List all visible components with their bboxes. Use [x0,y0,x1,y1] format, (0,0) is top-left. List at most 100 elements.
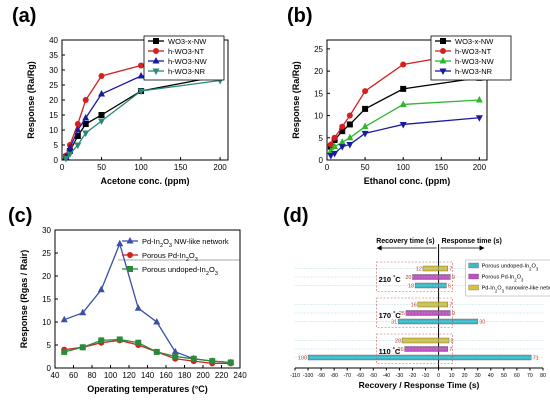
legend-entry: h-WO3-NW [455,57,495,66]
x-tick-label: -60 [357,373,365,379]
y-tick-label: 20 [42,272,51,281]
data-point [153,318,161,325]
y-tick-label: 15 [42,295,51,304]
data-point [74,126,82,133]
x-axis-label: Acetone conc. (ppm) [100,176,189,186]
recovery-label: Recovery time (s) [376,238,434,245]
data-point [361,130,369,138]
x-tick-label: 60 [514,373,520,379]
data-point [327,153,335,160]
y-tick-label: 10 [42,318,51,327]
x-tick-label: 150 [174,163,188,172]
data-point [66,151,74,158]
data-point [116,336,123,343]
legend-marker [152,68,160,75]
data-point [60,315,68,323]
legend-swatch [468,273,479,280]
legend-entry: Pd-In2O3 nanowire-like network [482,286,550,294]
legend-marker [126,237,134,244]
series-line [64,338,231,364]
data-point [134,304,142,311]
data-point [97,285,105,293]
response-value: 7 [449,347,452,353]
legend-marker [152,57,160,64]
recovery-value: 12 [416,266,422,272]
response-bar [438,274,451,280]
data-point [362,88,369,95]
legend-entry: h-WO3-NT [168,47,205,56]
data-point [209,358,216,365]
response-arrowhead [479,245,485,251]
y-tick-label: 0 [319,156,324,165]
data-point [82,97,89,103]
response-label: Response time (s) [442,238,502,245]
data-point [79,308,87,316]
y-tick-label: 35 [49,51,58,60]
data-point [339,128,346,135]
panel-label-a: (a) [12,5,36,27]
x-tick-label: -100 [303,373,313,379]
response-value: 71 [533,355,539,361]
recovery-value: 26 [398,347,404,353]
legend-marker [153,38,159,44]
x-axis-label: Operating temperatures (°C) [87,384,208,394]
data-point [137,72,145,79]
data-point [338,144,346,151]
data-point [137,88,145,95]
response-value: 30 [479,319,485,325]
legend-entry: Porous undoped-In2O3 [482,264,539,272]
y-tick-label: 0 [47,364,52,373]
group-2: 28 8 26 7 100 71 110 °C [295,333,543,364]
plot-frame [326,39,488,161]
legend-marker [439,57,447,64]
data-point [82,114,90,121]
data-point [61,348,68,355]
x-axis-label: Ethanol conc. (ppm) [364,176,451,186]
y-tick-label: 20 [49,96,58,105]
response-value: 9 [452,311,455,317]
group-0: 12 7 20 9 18 6 210 °C [295,261,543,292]
data-point [62,156,70,163]
legend-entry: WO3-x-NW [455,37,494,46]
data-point [400,85,407,92]
x-tick-label: -10 [422,373,430,379]
data-point [338,138,346,145]
x-tick-label: 120 [122,371,136,380]
series-1 [61,337,234,367]
data-point [74,133,81,139]
data-point [339,123,346,130]
data-point [66,144,74,151]
panel-label-b: (b) [287,5,313,27]
legend-entry: Porous undoped-In2O3 [142,265,218,277]
legend-entry: Pd-In2O3 NW-like network [142,237,229,249]
x-tick-label: 200 [213,163,227,172]
response-bar [438,310,451,316]
data-point [331,134,338,141]
x-tick-label: 0 [437,373,440,379]
x-tick-label: 50 [501,373,507,379]
legend-entry: WO3-x-NW [168,37,207,46]
x-tick-label: 80 [540,373,546,379]
x-tick-label: 50 [361,163,370,172]
y-tick-label: 30 [49,66,58,75]
y-tick-label: 5 [47,341,52,350]
x-tick-label: 70 [527,373,533,379]
panel-label-c: (c) [8,205,32,227]
data-point [400,61,407,68]
x-tick-label: 20 [462,373,468,379]
recovery-value: 28 [395,338,401,344]
data-point [74,142,82,149]
chart-b: (b) 0 50 100 150 200 0 5 10 15 20 25 Ethanol conc. (… [287,5,512,186]
data-point [346,112,353,119]
recovery-value: 31 [391,319,397,325]
x-tick-label: -40 [383,373,391,379]
x-tick-label: -90 [317,373,325,379]
x-tick-label: 150 [435,163,449,172]
y-tick-label: 40 [49,36,58,45]
legend: WO3-x-NWh-WO3-NTh-WO3-NWh-WO3-NR [143,35,225,81]
legend-marker [440,48,446,54]
data-point [138,62,145,69]
series-3 [327,115,483,160]
legend-entry: h-WO3-NR [455,67,493,76]
data-point [346,141,354,149]
